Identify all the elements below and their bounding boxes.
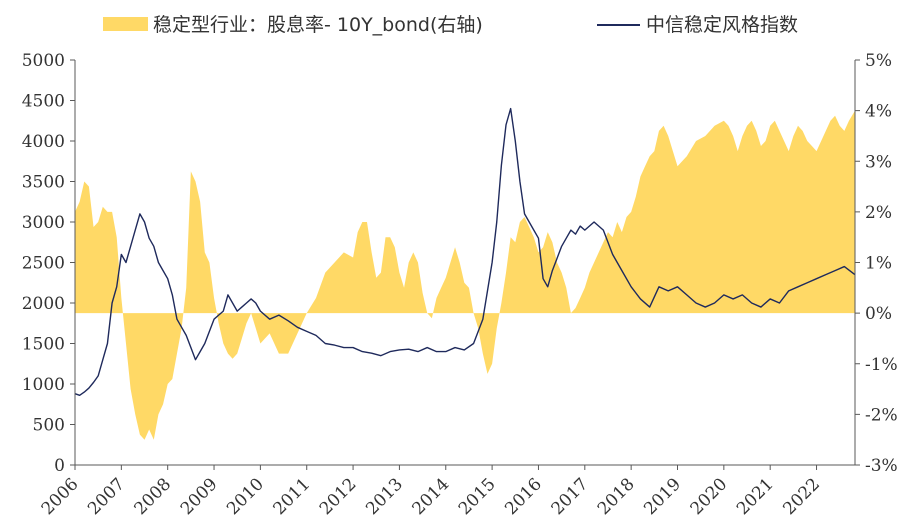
x-tick-label: 2008 <box>130 474 175 519</box>
x-tick-label: 2011 <box>270 474 315 519</box>
plot-area <box>74 107 856 440</box>
stable-style-index-line <box>74 107 856 397</box>
x-tick-label: 2009 <box>177 474 222 519</box>
y-right-tick-label: -1% <box>865 355 898 375</box>
x-tick-label: 2006 <box>38 474 83 519</box>
y-left-tick-label: 500 <box>33 416 65 436</box>
y-left-tick-label: 2000 <box>22 294 65 314</box>
x-tick-label: 2021 <box>733 474 778 519</box>
x-tick-label: 2007 <box>84 474 129 519</box>
x-tick-label: 2016 <box>501 474 546 519</box>
y-left-tick-label: 5000 <box>22 51 65 71</box>
y-left-tick-label: 3000 <box>22 213 65 233</box>
y-left-tick-label: 4500 <box>22 92 65 112</box>
y-left-tick-label: 1500 <box>22 335 65 355</box>
y-left-tick-label: 2500 <box>22 254 65 274</box>
legend-swatch-area <box>103 17 148 31</box>
y-left-tick-label: 4000 <box>22 132 65 152</box>
dividend-spread-area <box>75 110 855 440</box>
x-tick-label: 2019 <box>640 474 685 519</box>
y-right-tick-label: -3% <box>865 456 898 476</box>
y-right-tick-label: 2% <box>865 203 892 223</box>
x-tick-label: 2020 <box>687 474 732 519</box>
x-tick-label: 2017 <box>548 474 593 519</box>
y-right-tick-label: 5% <box>865 51 892 71</box>
y-right-tick-label: 4% <box>865 102 892 122</box>
x-tick-label: 2012 <box>316 474 361 519</box>
x-tick-label: 2018 <box>594 474 639 519</box>
y-right-tick-label: -2% <box>865 405 898 425</box>
x-tick-label: 2014 <box>409 474 454 519</box>
y-left-tick-label: 3500 <box>22 173 65 193</box>
y-right-tick-label: 3% <box>865 152 892 172</box>
legend-label-line: 中信稳定风格指数 <box>646 14 798 36</box>
legend-label-area: 稳定型行业：股息率- 10Y_bond(右轴) <box>153 14 483 36</box>
y-left-tick-label: 0 <box>54 456 65 476</box>
legend: 稳定型行业：股息率- 10Y_bond(右轴) 中信稳定风格指数 <box>103 14 798 36</box>
x-tick-label: 2013 <box>362 474 407 519</box>
y-left-tick-label: 1000 <box>22 375 65 395</box>
x-tick-label: 2010 <box>223 474 268 519</box>
y-right-tick-label: 0% <box>865 304 892 324</box>
y-right-tick-label: 1% <box>865 254 892 274</box>
x-tick-label: 2022 <box>779 474 824 519</box>
x-tick-label: 2015 <box>455 474 500 519</box>
